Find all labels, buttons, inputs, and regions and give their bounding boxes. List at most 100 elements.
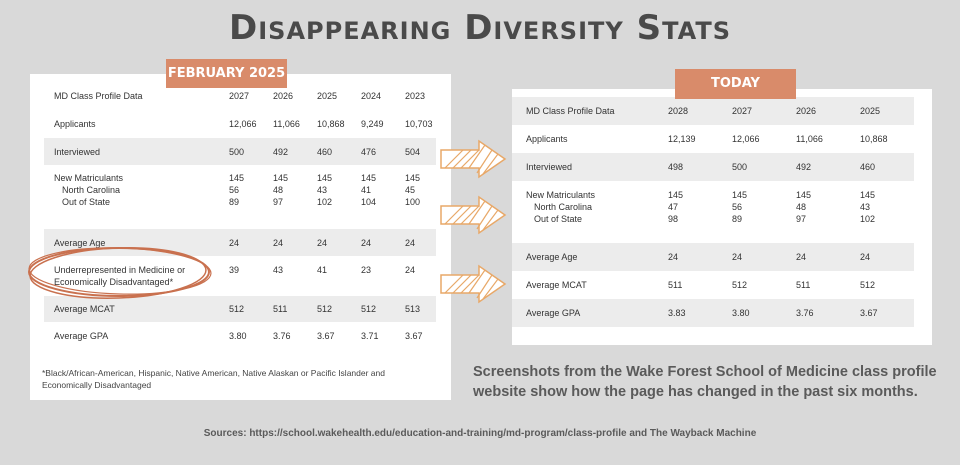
cell-value: 100 [405, 197, 421, 207]
row-label: Underrepresented in Medicine or Economic… [44, 256, 219, 296]
cell-value: 48 [796, 202, 807, 212]
cell-value: 145 [732, 190, 748, 200]
header-year: 2025 [317, 91, 338, 101]
table-header-row: MD Class Profile Data 2028 2027 2026 202… [512, 97, 914, 125]
table-row: Average MCAT 511 512 511 512 [512, 271, 914, 299]
cell-value: 98 [668, 214, 679, 224]
today-badge: TODAY [675, 69, 796, 99]
cell-value: 145 [668, 190, 684, 200]
cell: 9,249 [361, 119, 384, 129]
cell-value: 56 [229, 185, 240, 195]
header-label: MD Class Profile Data [526, 106, 615, 116]
cell: 511 [668, 280, 683, 290]
cell: 12,066 [732, 134, 760, 144]
row-label: Average Age [526, 252, 578, 262]
cell: 24 [668, 252, 679, 262]
page-title: Disappearing Diversity Stats [229, 8, 731, 48]
cell: 511 [273, 304, 288, 314]
cell: 10,868 [317, 119, 345, 129]
cell: 11,066 [273, 119, 300, 129]
cell-value: 89 [229, 197, 240, 207]
header-year: 2024 [361, 91, 382, 101]
table-row: Underrepresented in Medicine or Economic… [44, 256, 436, 296]
cell: 24 [273, 238, 284, 248]
cell: 145 47 98 [658, 181, 722, 243]
cell-value: 97 [273, 197, 284, 207]
cell: 3.71 [361, 331, 379, 341]
cell-value: 102 [317, 197, 333, 207]
table-row: Applicants 12,066 11,066 10,868 9,249 10… [44, 110, 436, 138]
cell-value: 145 [796, 190, 812, 200]
cell: 512 [317, 304, 333, 314]
table-row: Average MCAT 512 511 512 512 513 [44, 296, 436, 322]
cell: 3.76 [796, 308, 814, 318]
row-label: Average GPA [54, 331, 109, 341]
caption: Screenshots from the Wake Forest School … [473, 364, 937, 400]
cell: 3.67 [860, 308, 878, 318]
cell-value: 48 [273, 185, 284, 195]
cell: 460 [317, 147, 333, 157]
cell-value: 104 [361, 197, 377, 207]
table-row: Average Age 24 24 24 24 [512, 243, 914, 271]
cell: 492 [273, 147, 289, 157]
today-panel: MD Class Profile Data 2028 2027 2026 202… [512, 89, 932, 345]
today-table: MD Class Profile Data 2028 2027 2026 202… [512, 97, 914, 327]
cell: 3.80 [732, 308, 750, 318]
cell: 512 [229, 304, 245, 314]
table-row: Average Age 24 24 24 24 24 [44, 229, 436, 256]
urm-label-line-2: Economically Disadvantaged* [54, 277, 174, 287]
cell: 476 [361, 147, 377, 157]
cell: 512 [732, 280, 748, 290]
cell-value: 47 [668, 202, 679, 212]
header-year: 2028 [668, 106, 689, 116]
cell-value: 97 [796, 214, 807, 224]
row-label: New Matriculants North Carolina Out of S… [512, 181, 658, 243]
cell-value: 145 [405, 173, 421, 183]
cell-value: 145 [860, 190, 876, 200]
out-of-state-label: Out of State [534, 214, 583, 224]
cell-value: 43 [860, 202, 871, 212]
row-label: Average MCAT [526, 280, 587, 290]
row-label: Applicants [526, 134, 568, 144]
cell: 3.83 [668, 308, 686, 318]
cell: 511 [796, 280, 811, 290]
cell: 12,066 [229, 119, 257, 129]
table-row: New Matriculants North Carolina Out of S… [512, 181, 914, 243]
cell: 43 [273, 265, 284, 275]
cell: 498 [668, 162, 684, 172]
cell: 3.67 [317, 331, 335, 341]
cell: 3.76 [273, 331, 291, 341]
cell: 3.80 [229, 331, 247, 341]
arrow-right-icon [440, 139, 507, 179]
cell: 10,868 [860, 134, 888, 144]
cell-value: 45 [405, 185, 416, 195]
header-year: 2025 [860, 106, 881, 116]
cell: 145 56 89 [219, 165, 263, 229]
north-carolina-label: North Carolina [534, 202, 593, 212]
cell: 24 [732, 252, 743, 262]
cell-value: 41 [361, 185, 372, 195]
table-row: Average GPA 3.80 3.76 3.67 3.71 3.67 [44, 322, 436, 350]
cell-value: 43 [317, 185, 328, 195]
cell: 145 48 97 [786, 181, 850, 243]
february-2025-badge: FEBRUARY 2025 [166, 59, 287, 88]
matriculants-label: New Matriculants [526, 190, 596, 200]
cell: 500 [732, 162, 748, 172]
table-row: Applicants 12,139 12,066 11,066 10,868 [512, 125, 914, 153]
cell: 512 [860, 280, 876, 290]
cell: 24 [405, 265, 416, 275]
header-year: 2023 [405, 91, 426, 101]
cell: 24 [860, 252, 871, 262]
cell: 41 [317, 265, 328, 275]
row-label: Average Age [54, 238, 106, 248]
cell: 513 [405, 304, 421, 314]
cell: 24 [796, 252, 807, 262]
highlight-circle-icon [28, 247, 212, 299]
table-header-row: MD Class Profile Data 2027 2026 2025 202… [44, 84, 436, 110]
cell-value: 56 [732, 202, 743, 212]
cell: 11,066 [796, 134, 823, 144]
footnote: *Black/African-American, Hispanic, Nativ… [42, 368, 385, 390]
header-year: 2026 [273, 91, 294, 101]
cell: 512 [361, 304, 377, 314]
cell: 145 48 97 [263, 165, 307, 229]
